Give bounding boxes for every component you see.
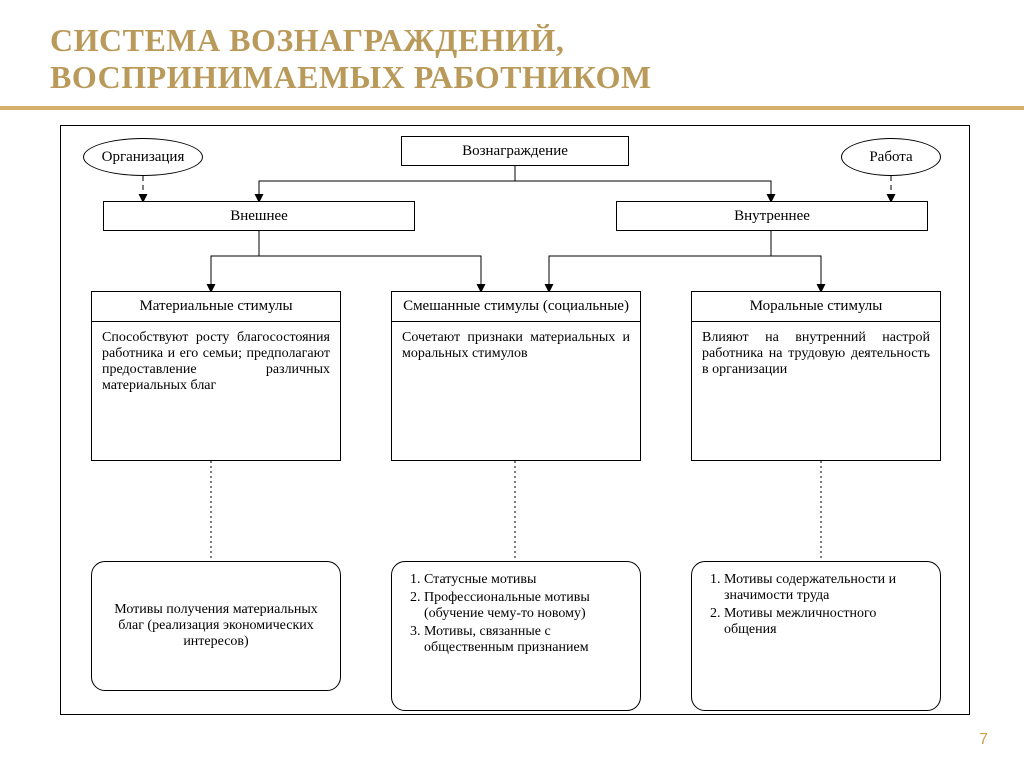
diagram-container: Вознаграждение Организация Работа Внешне… xyxy=(60,125,970,715)
slide-title-bar: СИСТЕМА ВОЗНАГРАЖДЕНИЙ, ВОСПРИНИМАЕМЫХ Р… xyxy=(0,0,1024,110)
list-item: Мотивы содержательности и значимости тру… xyxy=(724,572,926,604)
list-item: Статусные мотивы xyxy=(424,572,626,588)
stimuli-mixed-header: Смешанные стимулы (социальные) xyxy=(392,292,640,322)
motives-moral: Мотивы содержательности и значимости тру… xyxy=(691,561,941,711)
stimuli-material-body: Способствуют росту благосостояния работн… xyxy=(92,322,340,402)
page-number: 7 xyxy=(979,731,988,749)
motives-material: Мотивы получения материальных благ (реал… xyxy=(91,561,341,691)
node-external: Внешнее xyxy=(103,201,415,231)
stimuli-mixed: Смешанные стимулы (социальные) Сочетают … xyxy=(391,291,641,461)
node-internal-label: Внутреннее xyxy=(734,208,810,225)
title-line-2: ВОСПРИНИМАЕМЫХ РАБОТНИКОМ xyxy=(50,59,974,96)
node-organization: Организация xyxy=(83,138,203,176)
node-reward-label: Вознаграждение xyxy=(462,143,568,160)
stimuli-moral-header: Моральные стимулы xyxy=(692,292,940,322)
stimuli-material-header: Материальные стимулы xyxy=(92,292,340,322)
stimuli-moral: Моральные стимулы Влияют на внутренний н… xyxy=(691,291,941,461)
node-organization-label: Организация xyxy=(102,149,185,166)
stimuli-material: Материальные стимулы Способствуют росту … xyxy=(91,291,341,461)
node-work: Работа xyxy=(841,138,941,176)
title-line-1: СИСТЕМА ВОЗНАГРАЖДЕНИЙ, xyxy=(50,22,974,59)
node-reward: Вознаграждение xyxy=(401,136,629,166)
node-internal: Внутреннее xyxy=(616,201,928,231)
motives-mixed-list: Статусные мотивы Профессиональные мотивы… xyxy=(424,572,626,656)
list-item: Профессиональные мотивы (обучение чему-т… xyxy=(424,590,626,622)
node-external-label: Внешнее xyxy=(230,208,288,225)
stimuli-mixed-body: Сочетают признаки материальных и моральн… xyxy=(392,322,640,370)
motives-material-text: Мотивы получения материальных благ (реал… xyxy=(106,602,326,650)
motives-moral-list: Мотивы содержательности и значимости тру… xyxy=(724,572,926,638)
motives-mixed: Статусные мотивы Профессиональные мотивы… xyxy=(391,561,641,711)
list-item: Мотивы, связанные с общественным признан… xyxy=(424,624,626,656)
stimuli-moral-body: Влияют на внутренний настрой работника н… xyxy=(692,322,940,386)
node-work-label: Работа xyxy=(869,149,912,166)
list-item: Мотивы межличностного общения xyxy=(724,606,926,638)
